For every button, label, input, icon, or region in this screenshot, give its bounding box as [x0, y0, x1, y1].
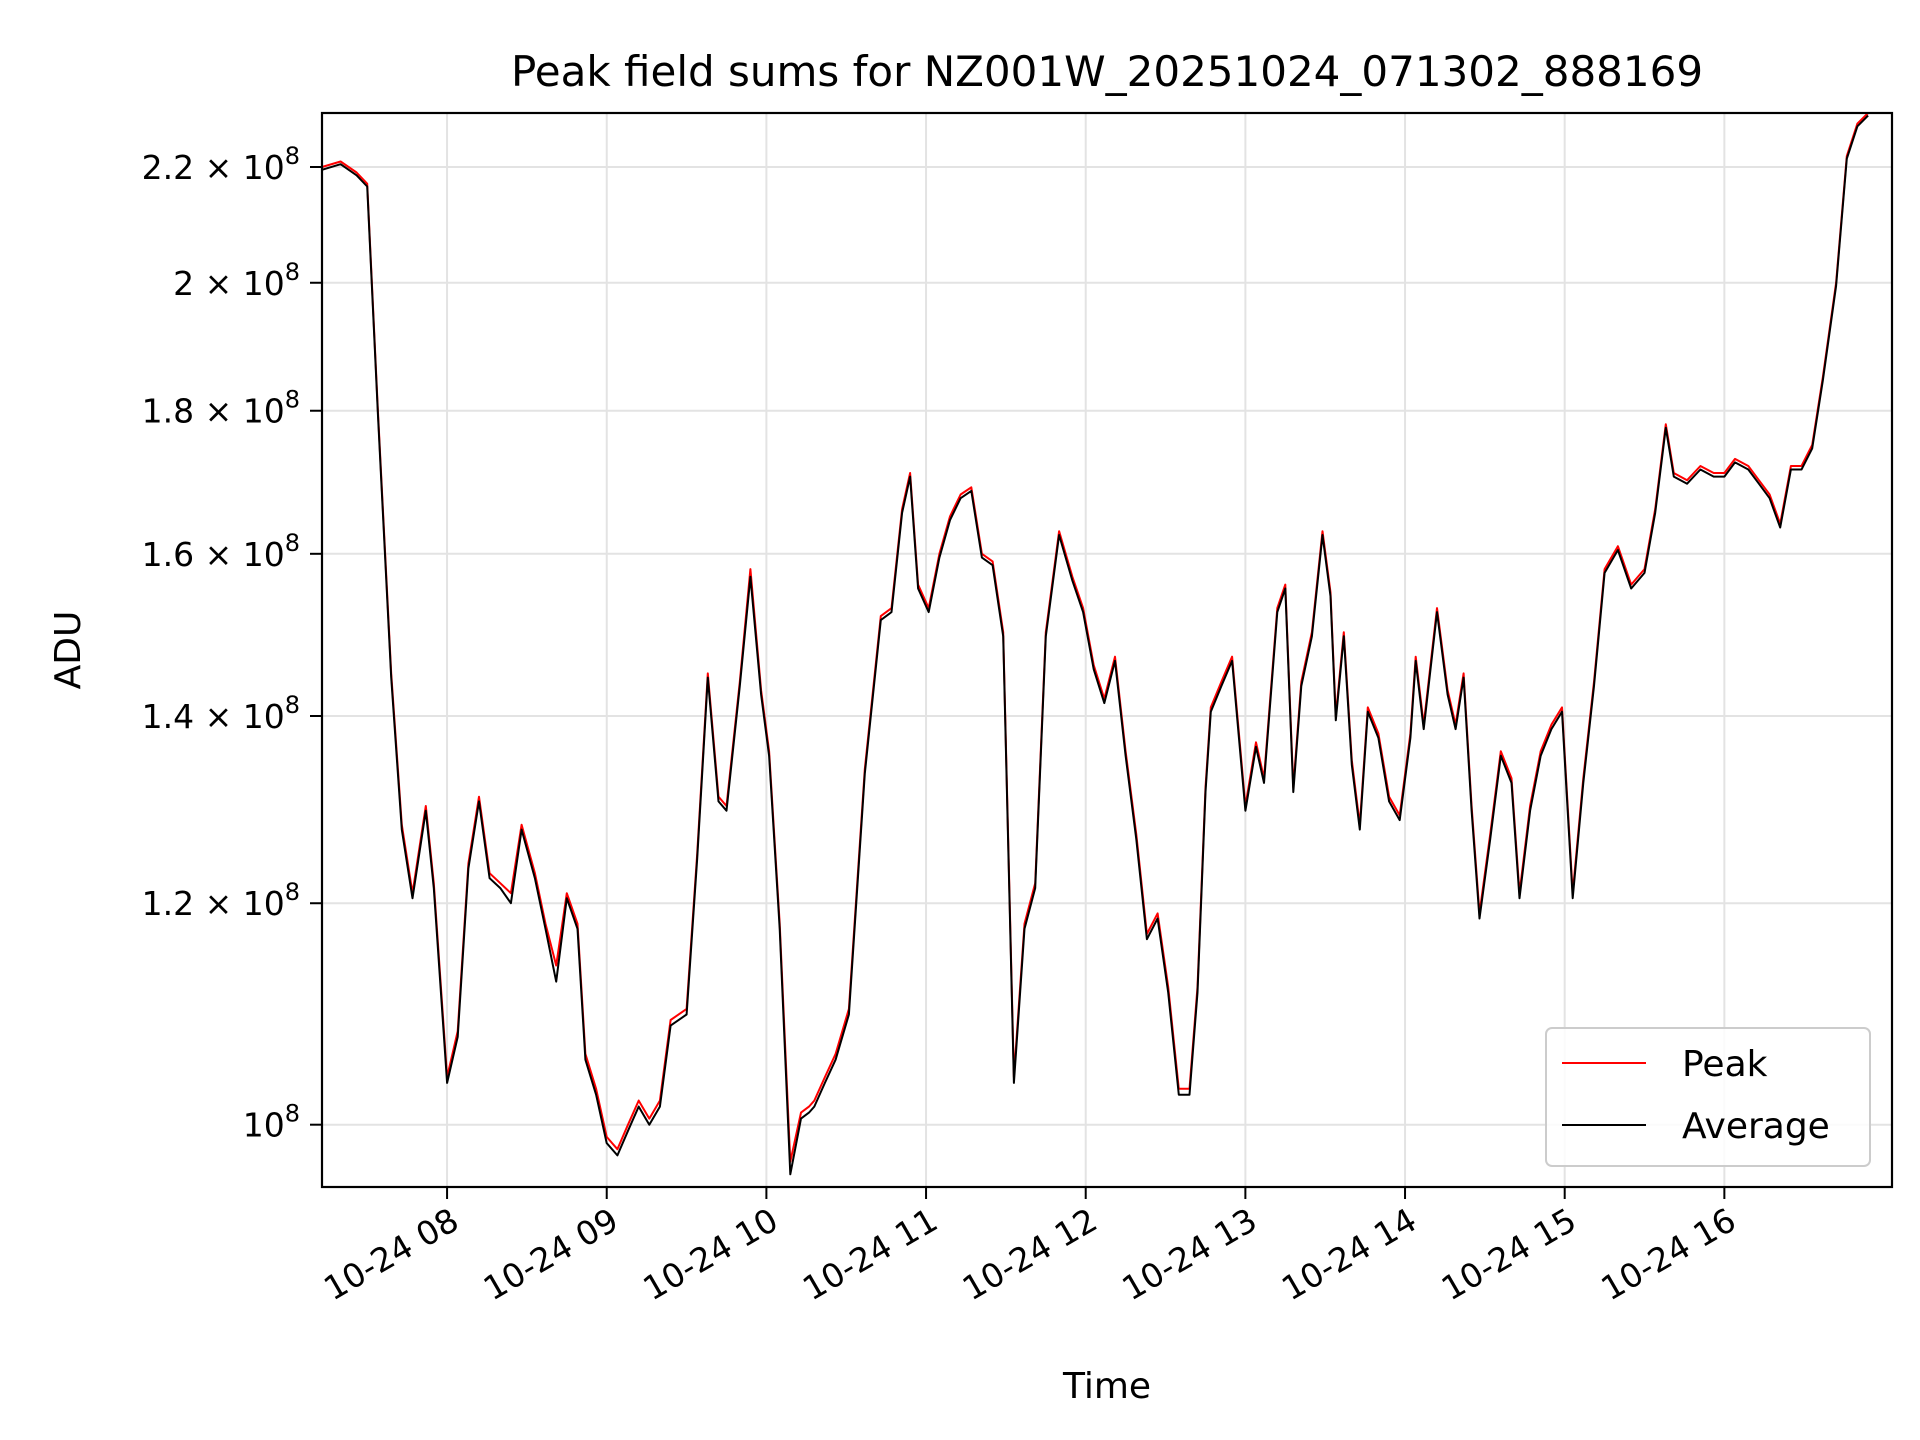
- series-line-average: [321, 114, 1869, 1176]
- y-tick-label: 1.8 × 108: [142, 386, 300, 431]
- x-axis-label: Time: [1062, 1366, 1151, 1407]
- y-tick-label: 2 × 108: [173, 258, 300, 303]
- plot-frame: [320, 111, 1894, 1189]
- y-axis-label: ADU: [48, 611, 89, 690]
- legend: Peak Average: [1545, 1027, 1871, 1167]
- chart-title: Peak field sums for NZ001W_20251024_0713…: [511, 47, 1703, 96]
- y-tick-label: 1.4 × 108: [142, 691, 300, 736]
- legend-label-average: Average: [1682, 1106, 1830, 1147]
- grid-layer: [322, 113, 1892, 1187]
- series-layer: [321, 112, 1869, 1176]
- y-tick-label: 1.6 × 108: [142, 529, 300, 574]
- y-tick-label: 108: [243, 1100, 300, 1145]
- y-tick-label: 1.2 × 108: [142, 878, 300, 923]
- y-tick-label: 2.2 × 108: [142, 142, 300, 187]
- legend-label-peak: Peak: [1682, 1044, 1768, 1085]
